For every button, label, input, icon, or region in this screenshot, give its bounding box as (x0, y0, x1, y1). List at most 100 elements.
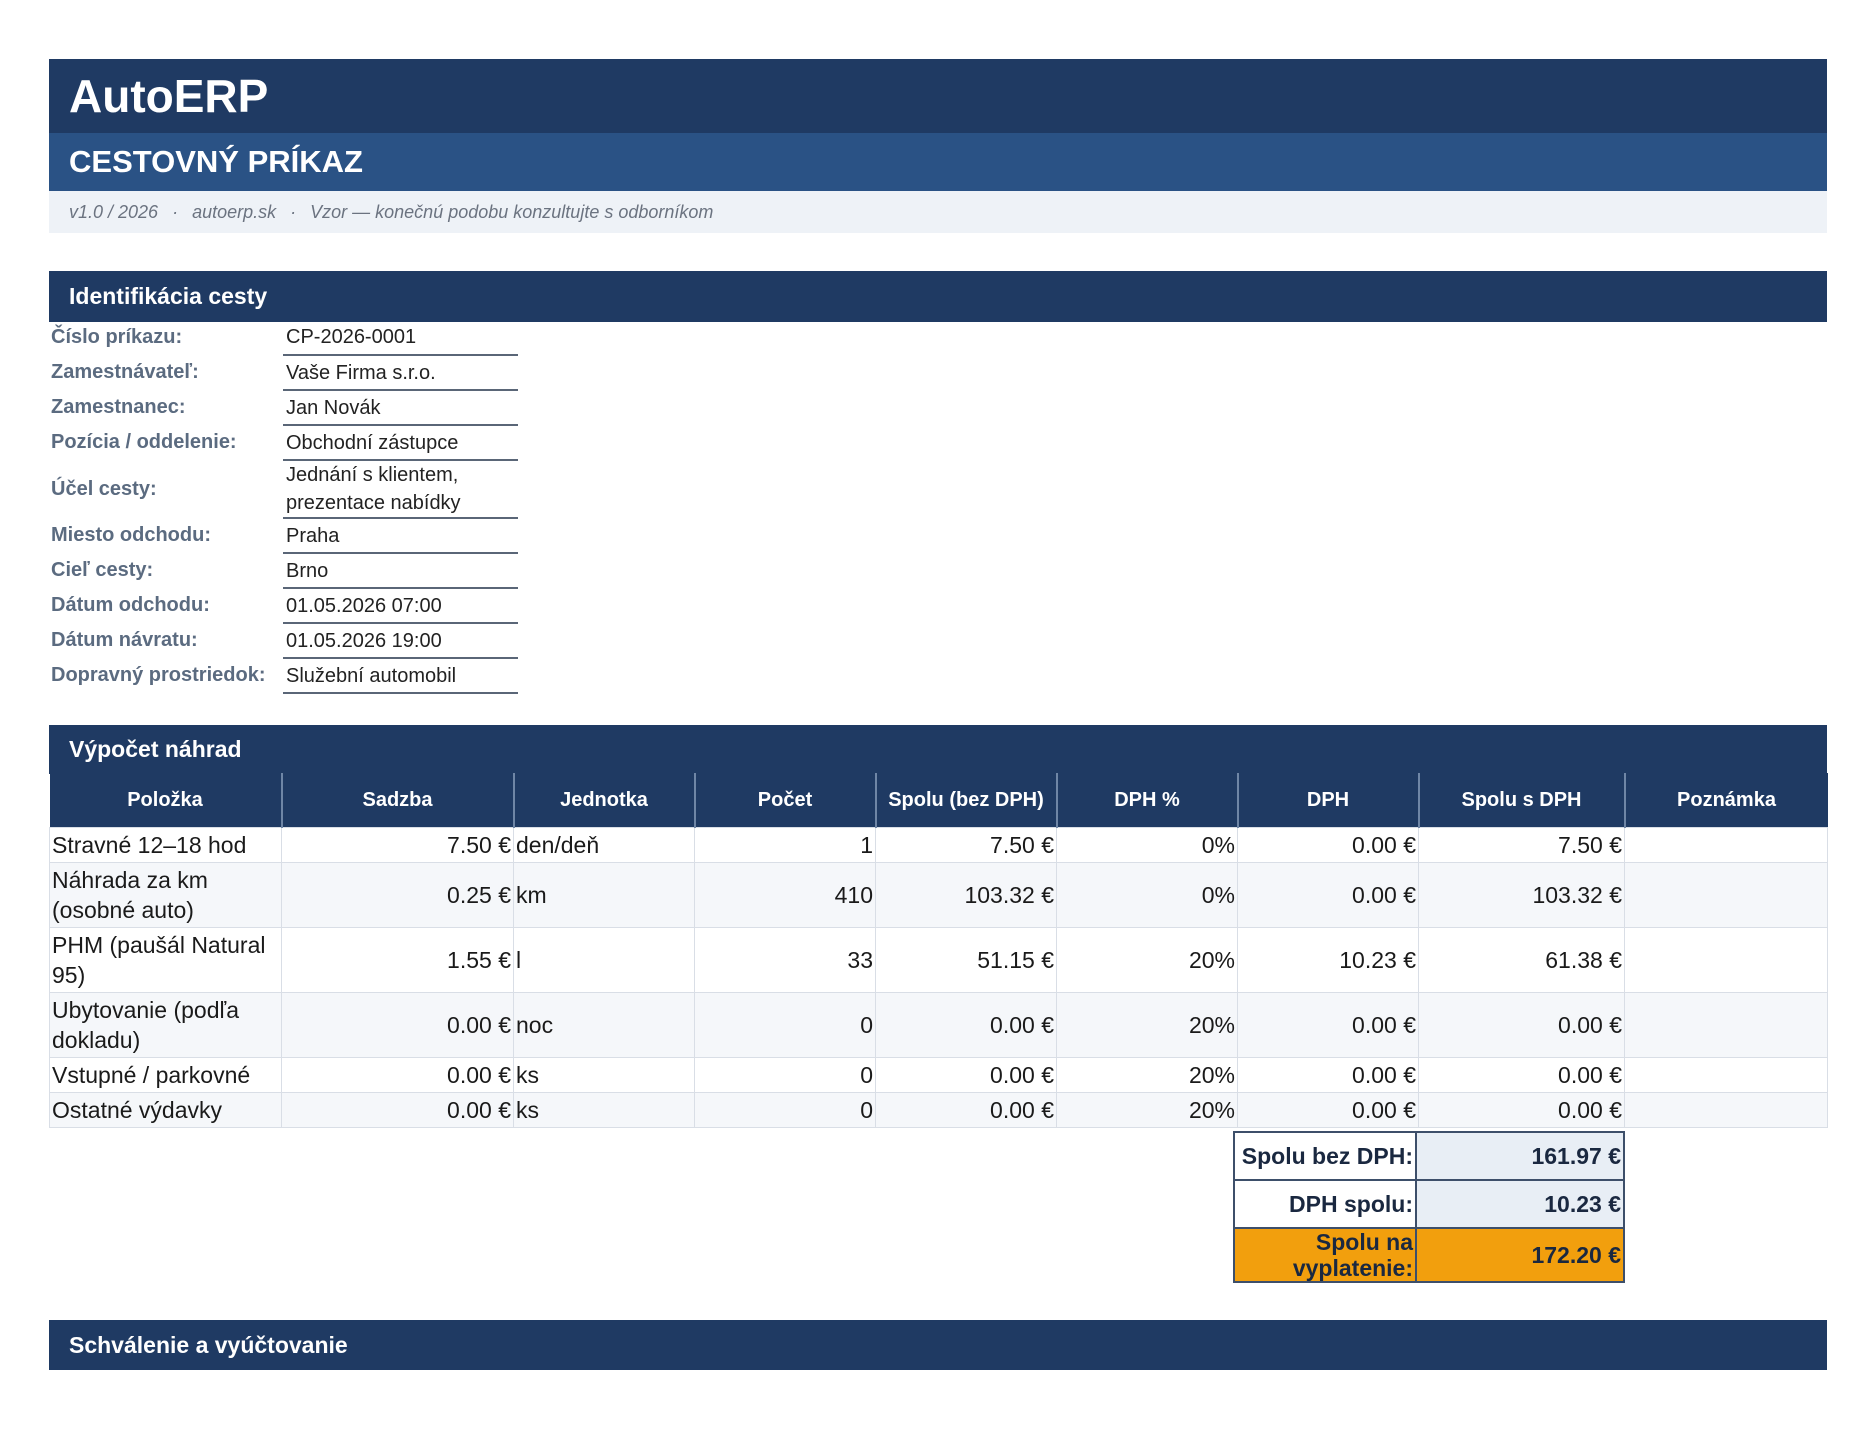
rate-cell[interactable]: 7.50 € (281, 827, 514, 863)
total-vat-value: 10.23 € (1415, 1179, 1625, 1229)
rate-cell[interactable]: 0.25 € (281, 862, 514, 928)
note-cell[interactable] (1624, 862, 1828, 928)
vat-pct-cell[interactable]: 20% (1056, 1092, 1238, 1128)
version-text: v1.0 / 2026 (69, 202, 159, 222)
form-row: Pozícia / oddelenie: Obchodní zástupce (49, 425, 518, 461)
count-cell[interactable]: 0 (694, 992, 876, 1058)
employer-label: Zamestnávateľ: (51, 361, 199, 383)
meta-separator: · (172, 202, 179, 222)
purpose-field[interactable]: Jednání s klientem, prezentace nabídky (283, 460, 518, 519)
form-row: Dopravný prostriedok: Služební automobil (49, 658, 518, 694)
item-cell[interactable]: Náhrada za km (osobné auto) (49, 862, 282, 928)
departure-place-field[interactable]: Praha (283, 518, 518, 554)
form-row: Účel cesty: Jednání s klientem, prezenta… (49, 460, 518, 519)
note-cell[interactable] (1624, 827, 1828, 863)
document-title: CESTOVNÝ PRÍKAZ (49, 133, 1827, 191)
employer-field[interactable]: Vaše Firma s.r.o. (283, 355, 518, 391)
total-net-value: 161.97 € (1415, 1131, 1625, 1181)
note-cell[interactable] (1624, 992, 1828, 1058)
section-expenses-header: Výpočet náhrad (49, 725, 1827, 774)
count-cell[interactable]: 33 (694, 927, 876, 993)
section-title: Identifikácia cesty (69, 283, 268, 309)
vat-cell: 0.00 € (1237, 827, 1419, 863)
vat-pct-cell[interactable]: 0% (1056, 827, 1238, 863)
gross-cell: 0.00 € (1418, 992, 1625, 1058)
order-number-field[interactable]: CP-2026-0001 (283, 320, 518, 356)
section-title: Výpočet náhrad (69, 736, 242, 762)
vat-cell: 0.00 € (1237, 992, 1419, 1058)
count-cell[interactable]: 1 (694, 827, 876, 863)
document-title-text: CESTOVNÝ PRÍKAZ (69, 144, 363, 179)
unit-cell[interactable]: km (513, 862, 695, 928)
purpose-label: Účel cesty: (51, 477, 157, 500)
count-cell[interactable]: 0 (694, 1092, 876, 1128)
total-net-label: Spolu bez DPH: (1233, 1131, 1417, 1181)
column-header: Jednotka (513, 773, 696, 828)
vat-pct-cell[interactable]: 20% (1056, 927, 1238, 993)
destination-field[interactable]: Brno (283, 553, 518, 589)
column-header: Položka (49, 773, 283, 828)
item-cell[interactable]: Stravné 12–18 hod (49, 827, 282, 863)
form-row: Zamestnávateľ: Vaše Firma s.r.o. (49, 355, 518, 391)
vat-cell: 0.00 € (1237, 862, 1419, 928)
note-cell[interactable] (1624, 1092, 1828, 1128)
section-approval-header: Schválenie a vyúčtovanie (49, 1320, 1827, 1370)
departure-date-field[interactable]: 01.05.2026 07:00 (283, 588, 518, 624)
item-cell[interactable]: PHM (paušál Natural 95) (49, 927, 282, 993)
item-cell[interactable]: Ubytovanie (podľa dokladu) (49, 992, 282, 1058)
section-identification-header: Identifikácia cesty (49, 271, 1827, 322)
rate-cell[interactable]: 0.00 € (281, 1092, 514, 1128)
grand-total-row: Spolu na vyplatenie: 172.20 € (1233, 1227, 1625, 1283)
section-title: Schválenie a vyúčtovanie (69, 1332, 348, 1358)
employee-label: Zamestnanec: (51, 396, 186, 418)
transport-label: Dopravný prostriedok: (51, 664, 266, 686)
column-header: Poznámka (1624, 773, 1828, 828)
net-cell: 51.15 € (875, 927, 1057, 993)
rate-cell[interactable]: 0.00 € (281, 992, 514, 1058)
vat-pct-cell[interactable]: 0% (1056, 862, 1238, 928)
vat-cell: 0.00 € (1237, 1057, 1419, 1093)
gross-cell: 7.50 € (1418, 827, 1625, 863)
transport-field[interactable]: Služební automobil (283, 658, 518, 694)
count-cell[interactable]: 410 (694, 862, 876, 928)
rate-cell[interactable]: 0.00 € (281, 1057, 514, 1093)
return-date-field[interactable]: 01.05.2026 19:00 (283, 623, 518, 659)
column-header: DPH (1237, 773, 1420, 828)
table-row: Stravné 12–18 hod 7.50 € den/deň 1 7.50 … (49, 827, 1828, 863)
expenses-table: Položka Sadzba Jednotka Počet Spolu (bez… (49, 773, 1828, 1128)
unit-cell[interactable]: ks (513, 1092, 695, 1128)
column-header: Počet (694, 773, 877, 828)
unit-cell[interactable]: ks (513, 1057, 695, 1093)
unit-cell[interactable]: l (513, 927, 695, 993)
departure-place-label: Miesto odchodu: (51, 524, 211, 546)
brand-name: AutoERP (69, 70, 269, 122)
totals-row: Spolu bez DPH: 161.97 € (1233, 1131, 1625, 1181)
brand-header: AutoERP (49, 59, 1827, 133)
item-cell[interactable]: Vstupné / parkovné (49, 1057, 282, 1093)
vat-pct-cell[interactable]: 20% (1056, 1057, 1238, 1093)
total-vat-label: DPH spolu: (1233, 1179, 1417, 1229)
item-cell[interactable]: Ostatné výdavky (49, 1092, 282, 1128)
disclaimer-text: Vzor — konečnú podobu konzultujte s odbo… (310, 202, 714, 222)
count-cell[interactable]: 0 (694, 1057, 876, 1093)
gross-cell: 103.32 € (1418, 862, 1625, 928)
note-cell[interactable] (1624, 927, 1828, 993)
note-cell[interactable] (1624, 1057, 1828, 1093)
unit-cell[interactable]: den/deň (513, 827, 695, 863)
net-cell: 7.50 € (875, 827, 1057, 863)
table-row: Náhrada za km (osobné auto) 0.25 € km 41… (49, 862, 1828, 928)
grand-total-value: 172.20 € (1415, 1227, 1625, 1283)
website-text: autoerp.sk (192, 202, 277, 222)
column-header: DPH % (1056, 773, 1239, 828)
form-row: Cieľ cesty: Brno (49, 553, 518, 589)
position-field[interactable]: Obchodní zástupce (283, 425, 518, 461)
employee-field[interactable]: Jan Novák (283, 390, 518, 426)
meta-line: v1.0 / 2026 · autoerp.sk · Vzor — konečnú po… (49, 191, 1827, 233)
unit-cell[interactable]: noc (513, 992, 695, 1058)
position-label: Pozícia / oddelenie: (51, 431, 237, 453)
column-header: Spolu (bez DPH) (875, 773, 1058, 828)
form-row: Zamestnanec: Jan Novák (49, 390, 518, 426)
vat-pct-cell[interactable]: 20% (1056, 992, 1238, 1058)
rate-cell[interactable]: 1.55 € (281, 927, 514, 993)
destination-label: Cieľ cesty: (51, 559, 154, 581)
